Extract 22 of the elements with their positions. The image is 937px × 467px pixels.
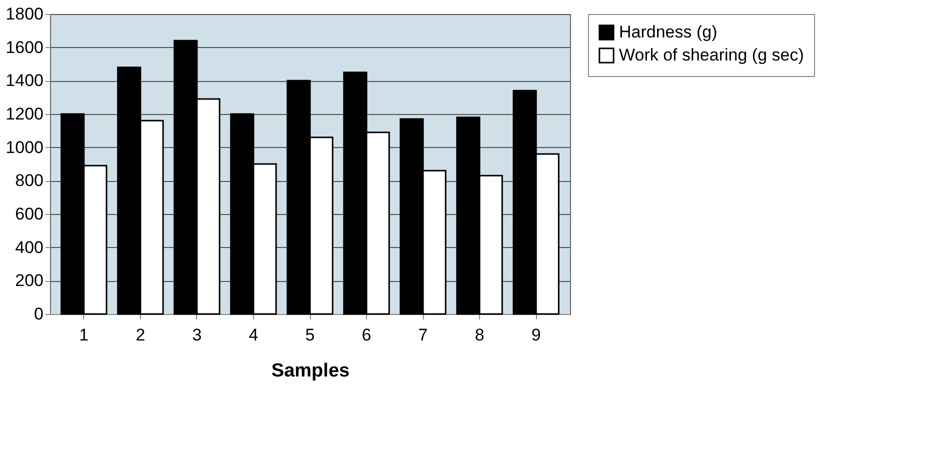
x-tick-label: 6 (362, 326, 372, 344)
x-tick-label: 4 (248, 326, 258, 344)
legend-label: Work of shearing (g sec) (619, 46, 804, 64)
x-tick-label: 8 (474, 326, 484, 344)
x-tick-label: 3 (192, 326, 202, 344)
y-tick-label: 800 (15, 171, 44, 190)
legend-label: Hardness (g) (619, 22, 718, 42)
y-tick-label: 0 (34, 304, 44, 324)
x-tick-label: 9 (531, 326, 541, 344)
y-tick-label: 400 (15, 238, 44, 257)
x-axis-title: Samples (271, 360, 350, 382)
x-tick-label: 5 (305, 326, 315, 344)
y-tick-label: 1000 (6, 138, 44, 157)
x-tick-label: 7 (418, 326, 428, 344)
x-tick-label: 1 (79, 326, 89, 344)
y-tick-label: 1600 (6, 38, 44, 57)
y-tick-label: 1400 (6, 71, 44, 90)
y-tick-label: 1200 (6, 104, 44, 124)
x-tick-label: 2 (136, 326, 146, 344)
y-tick-label: 200 (15, 271, 44, 290)
y-tick-label: 1800 (6, 4, 44, 24)
y-tick-label: 600 (15, 204, 44, 224)
